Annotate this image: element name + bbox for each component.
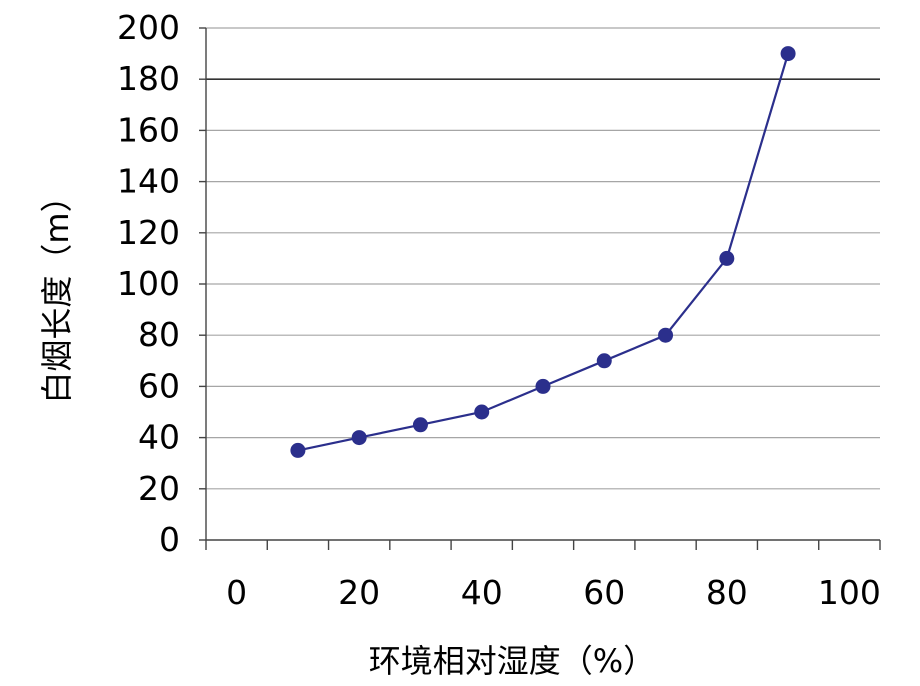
tick-labels: 0 20 40 60 80 100 120 140 160 180 200 0 20 40 60 80 100: [117, 8, 881, 612]
data-point: [474, 404, 490, 420]
y-tick-label: 200: [117, 8, 180, 47]
y-tick-label: 120: [117, 213, 180, 252]
series: [290, 46, 796, 458]
data-point: [780, 46, 796, 62]
data-point: [719, 250, 735, 266]
y-tick-label: 180: [117, 59, 180, 98]
data-point: [535, 378, 551, 394]
axes: [199, 27, 881, 550]
x-tick-label: 0: [226, 573, 247, 612]
x-axis-title: 环境相对湿度（%）: [369, 642, 655, 680]
y-tick-label: 160: [117, 110, 180, 149]
y-tick-label: 80: [138, 315, 180, 354]
y-tick-label: 100: [117, 264, 180, 303]
data-point: [351, 430, 367, 446]
y-tick-label: 60: [138, 366, 180, 405]
y-tick-label: 40: [138, 418, 180, 457]
data-point: [290, 442, 306, 458]
y-tick-label: 0: [159, 520, 180, 559]
data-point: [658, 327, 674, 343]
x-tick-label: 60: [583, 573, 625, 612]
x-tick-label: 40: [461, 573, 503, 612]
x-tick-label: 80: [706, 573, 748, 612]
x-tick-label: 20: [338, 573, 380, 612]
x-tick-label: 100: [818, 573, 881, 612]
y-tick-label: 140: [117, 162, 180, 201]
y-tick-label: 20: [138, 469, 180, 508]
y-axis-title: 白烟长度（m）: [38, 180, 76, 403]
data-point: [412, 417, 428, 433]
gridlines: [206, 27, 880, 490]
data-point: [596, 353, 612, 369]
